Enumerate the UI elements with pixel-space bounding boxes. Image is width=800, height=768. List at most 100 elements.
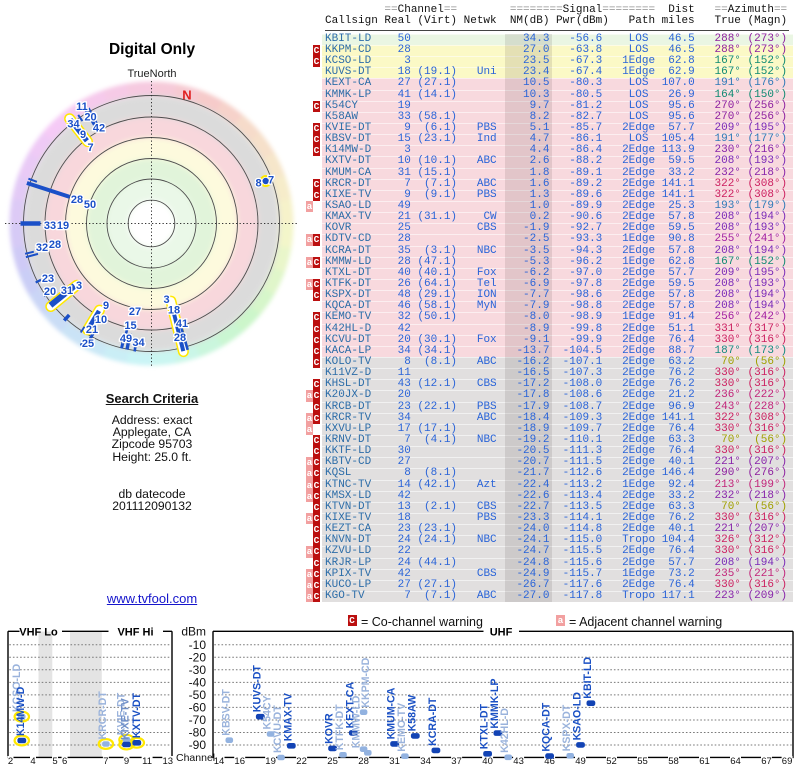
svg-text:64: 64 — [730, 756, 741, 767]
svg-text:N: N — [182, 88, 191, 103]
svg-text:-70: -70 — [189, 713, 207, 727]
svg-text:KSAO-LD: KSAO-LD — [572, 692, 584, 741]
svg-text:15: 15 — [124, 320, 136, 332]
svg-text:KEMO-TV: KEMO-TV — [396, 703, 408, 752]
svg-text:28: 28 — [71, 194, 83, 206]
svg-text:K58AW: K58AW — [406, 695, 418, 732]
svg-text:20: 20 — [84, 112, 96, 124]
svg-text:25: 25 — [82, 338, 94, 350]
svg-text:5: 5 — [52, 756, 57, 767]
svg-text:69: 69 — [782, 756, 793, 767]
svg-text:K14MW-D: K14MW-D — [15, 686, 27, 736]
svg-text:19: 19 — [57, 220, 69, 232]
svg-text:14: 14 — [214, 756, 225, 767]
svg-text:9: 9 — [103, 300, 109, 312]
svg-text:55: 55 — [637, 756, 648, 767]
svg-text:49: 49 — [120, 333, 132, 345]
svg-text:28: 28 — [358, 756, 369, 767]
svg-text:KCVU-DT: KCVU-DT — [272, 705, 284, 753]
svg-text:10: 10 — [95, 314, 107, 326]
svg-text:31: 31 — [61, 285, 73, 297]
svg-text:K42HL-D: K42HL-D — [499, 708, 511, 753]
svg-text:KXTV-DT: KXTV-DT — [131, 692, 143, 738]
svg-text:46: 46 — [544, 756, 555, 767]
svg-text:KBSV-DT: KBSV-DT — [220, 689, 232, 736]
svg-text:-20: -20 — [189, 650, 207, 664]
svg-text:4: 4 — [30, 756, 35, 767]
svg-text:28: 28 — [49, 239, 61, 251]
svg-text:dBm: dBm — [181, 625, 206, 639]
svg-text:50: 50 — [84, 199, 96, 211]
svg-text:KMUM-CA: KMUM-CA — [386, 687, 398, 739]
svg-text:18: 18 — [168, 305, 180, 317]
svg-text:KIXE-TV: KIXE-TV — [120, 698, 132, 740]
svg-text:7: 7 — [87, 142, 93, 154]
svg-text:20: 20 — [44, 286, 56, 298]
svg-text:Channel: Channel — [176, 752, 215, 764]
svg-text:2: 2 — [8, 756, 13, 767]
svg-text:KUVS-DT: KUVS-DT — [251, 665, 263, 713]
svg-text:8: 8 — [255, 178, 261, 190]
svg-text:UHF: UHF — [490, 627, 513, 639]
svg-text:-50: -50 — [189, 688, 207, 702]
svg-text:K54CY: K54CY — [262, 695, 274, 729]
svg-text:67: 67 — [761, 756, 772, 767]
svg-text:34: 34 — [132, 337, 145, 349]
svg-text:-60: -60 — [189, 700, 207, 714]
svg-text:KQCA-DT: KQCA-DT — [541, 702, 553, 751]
svg-text:22: 22 — [296, 756, 307, 767]
svg-text:13: 13 — [163, 756, 174, 767]
svg-text:33: 33 — [44, 220, 56, 232]
svg-text:21: 21 — [86, 324, 98, 336]
svg-text:34: 34 — [420, 756, 431, 767]
svg-text:7: 7 — [103, 756, 108, 767]
svg-text:KMAX-TV: KMAX-TV — [282, 693, 294, 741]
svg-text:-10: -10 — [189, 638, 207, 652]
svg-text:3: 3 — [76, 280, 82, 292]
svg-text:43: 43 — [513, 756, 524, 767]
svg-text:KBIT-LD: KBIT-LD — [582, 657, 594, 699]
svg-text:KKPM-CD: KKPM-CD — [360, 657, 372, 707]
svg-text:KMMW-LD: KMMW-LD — [351, 695, 363, 748]
svg-text:58: 58 — [668, 756, 679, 767]
svg-text:42: 42 — [93, 123, 105, 135]
svg-text:KMMK-LP: KMMK-LP — [489, 679, 501, 729]
svg-text:7: 7 — [268, 175, 274, 187]
svg-text:9: 9 — [124, 756, 129, 767]
svg-text:KOVR: KOVR — [324, 713, 336, 744]
svg-text:16: 16 — [234, 756, 245, 767]
svg-text:KVIE-DT: KVIE-DT — [116, 692, 128, 735]
svg-text:11: 11 — [76, 101, 88, 113]
svg-text:28: 28 — [174, 332, 186, 344]
svg-text:41: 41 — [176, 318, 188, 330]
svg-text:-40: -40 — [189, 675, 207, 689]
svg-text:KRCR-DT: KRCR-DT — [97, 691, 109, 740]
svg-text:9: 9 — [80, 129, 86, 141]
svg-text:VHF Lo: VHF Lo — [19, 627, 58, 639]
svg-text:6: 6 — [62, 756, 67, 767]
svg-text:KSPX-DT: KSPX-DT — [561, 704, 573, 751]
svg-text:37: 37 — [451, 756, 462, 767]
svg-text:KCRA-DT: KCRA-DT — [427, 697, 439, 746]
svg-text:-80: -80 — [189, 726, 207, 740]
svg-text:11: 11 — [142, 756, 152, 767]
svg-text:VHF Hi: VHF Hi — [117, 627, 153, 639]
svg-text:-90: -90 — [189, 738, 207, 752]
svg-text:25: 25 — [327, 756, 338, 767]
svg-text:32: 32 — [36, 242, 48, 254]
svg-text:KTXL-DT: KTXL-DT — [479, 703, 491, 749]
svg-text:3: 3 — [163, 294, 169, 306]
svg-text:52: 52 — [606, 756, 617, 767]
svg-text:40: 40 — [482, 756, 493, 767]
svg-text:-30: -30 — [189, 663, 207, 677]
svg-text:49: 49 — [575, 756, 586, 767]
svg-text:31: 31 — [389, 756, 400, 767]
svg-text:KCSO-LD: KCSO-LD — [11, 663, 23, 712]
svg-text:23: 23 — [42, 273, 54, 285]
svg-text:27: 27 — [129, 306, 141, 318]
svg-text:KEXT-CA: KEXT-CA — [344, 682, 356, 729]
svg-text:34: 34 — [67, 119, 80, 131]
svg-text:61: 61 — [699, 756, 710, 767]
svg-text:19: 19 — [265, 756, 276, 767]
svg-text:KTFK-DT: KTFK-DT — [334, 704, 346, 750]
